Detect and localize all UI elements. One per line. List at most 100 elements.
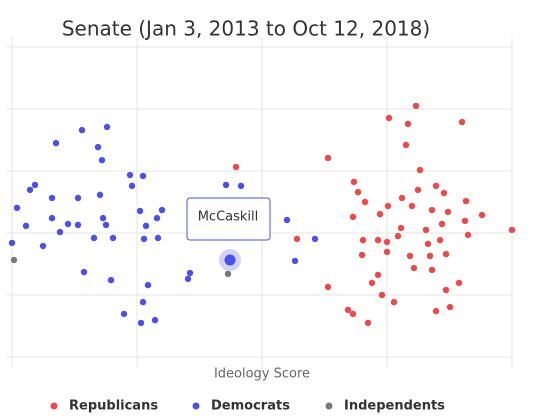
point xyxy=(398,194,406,202)
point xyxy=(410,264,418,272)
point xyxy=(74,194,82,202)
point xyxy=(102,221,110,229)
point xyxy=(458,118,466,126)
point xyxy=(442,286,450,294)
point xyxy=(508,226,516,234)
point xyxy=(428,206,436,214)
point xyxy=(426,252,434,260)
x-axis-label: Ideology Score xyxy=(214,367,310,382)
point xyxy=(406,252,414,260)
point xyxy=(39,242,47,250)
legend-label[interactable]: Republicans xyxy=(69,399,158,414)
point xyxy=(48,194,56,202)
point xyxy=(293,235,301,243)
point xyxy=(464,231,472,239)
point xyxy=(390,298,398,306)
point xyxy=(13,204,21,212)
point xyxy=(383,238,391,246)
point xyxy=(153,214,161,222)
point xyxy=(237,182,245,190)
legend-marker xyxy=(192,402,200,410)
legend-label[interactable]: Independents xyxy=(344,399,445,414)
point xyxy=(364,319,372,327)
point xyxy=(109,234,117,242)
point xyxy=(139,172,147,180)
point xyxy=(324,154,332,162)
point xyxy=(414,186,422,194)
legend-marker xyxy=(50,402,58,410)
legend: Republicans Democrats Independents xyxy=(50,399,445,414)
point xyxy=(402,141,410,149)
point xyxy=(368,279,376,287)
point xyxy=(446,303,454,311)
point xyxy=(31,181,39,189)
point xyxy=(378,291,386,299)
point xyxy=(128,182,136,190)
point xyxy=(432,182,440,190)
point xyxy=(98,156,106,164)
point xyxy=(186,269,194,277)
tooltip-box xyxy=(186,197,271,241)
point xyxy=(416,166,424,174)
point xyxy=(94,143,102,151)
point xyxy=(438,220,446,228)
point xyxy=(103,123,111,131)
point xyxy=(232,163,240,171)
point xyxy=(462,197,470,205)
point xyxy=(8,239,16,247)
point xyxy=(354,188,362,196)
point xyxy=(385,114,393,122)
point xyxy=(374,271,382,279)
point xyxy=(120,310,128,318)
point xyxy=(478,211,486,219)
tooltip: McCaskill xyxy=(186,197,271,241)
point xyxy=(349,213,357,221)
point xyxy=(358,251,366,259)
point xyxy=(412,102,420,110)
point xyxy=(26,186,34,194)
point xyxy=(350,178,358,186)
point xyxy=(90,234,98,242)
point xyxy=(80,268,88,276)
point xyxy=(440,189,448,197)
point xyxy=(424,240,432,248)
point xyxy=(461,217,469,225)
point xyxy=(444,208,452,216)
point xyxy=(442,250,450,258)
point xyxy=(394,232,402,240)
point xyxy=(376,210,384,218)
legend-label[interactable]: Democrats xyxy=(211,399,290,414)
points xyxy=(8,102,516,327)
point xyxy=(374,236,382,244)
point xyxy=(359,236,367,244)
point xyxy=(397,224,405,232)
point xyxy=(137,319,145,327)
point xyxy=(142,222,150,230)
point xyxy=(126,171,134,179)
legend-marker xyxy=(325,402,333,410)
point xyxy=(344,306,352,314)
point xyxy=(222,181,230,189)
point xyxy=(404,120,412,128)
point xyxy=(151,316,159,324)
point xyxy=(48,214,56,222)
point xyxy=(324,283,332,291)
point xyxy=(139,298,147,306)
point xyxy=(144,281,152,289)
point xyxy=(436,236,444,244)
point xyxy=(107,276,115,284)
point xyxy=(383,248,391,256)
point xyxy=(158,206,166,214)
point xyxy=(10,256,18,264)
chart-title: Senate (Jan 3, 2013 to Oct 12, 2018) xyxy=(62,17,430,41)
point xyxy=(56,228,64,236)
grid xyxy=(6,37,513,367)
point xyxy=(140,235,148,243)
tooltip-text: McCaskill xyxy=(198,210,259,225)
point xyxy=(428,266,436,274)
point xyxy=(136,207,144,215)
point xyxy=(349,310,357,318)
point xyxy=(22,222,30,230)
point xyxy=(361,198,369,206)
point xyxy=(224,270,232,278)
